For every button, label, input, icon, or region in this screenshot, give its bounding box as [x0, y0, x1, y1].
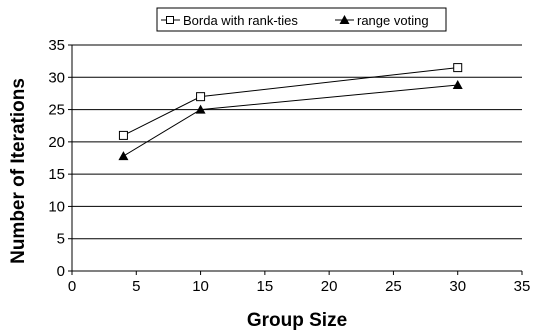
- x-tick-label-35: 35: [514, 278, 531, 295]
- y-tick-label-25: 25: [48, 102, 65, 119]
- legend-box: [156, 7, 447, 32]
- y-tick-label-5: 5: [57, 231, 65, 248]
- point-borda-1: [196, 92, 206, 102]
- x-tick-label-20: 20: [321, 278, 338, 295]
- point-range-2: [452, 80, 463, 90]
- legend-marker-range: [339, 15, 350, 24]
- y-tick-label-0: 0: [57, 263, 65, 280]
- x-tick-label-30: 30: [449, 278, 466, 295]
- x-tick-label-0: 0: [68, 278, 76, 295]
- grid-lines: [72, 44, 522, 240]
- x-tick-label-15: 15: [257, 278, 274, 295]
- series-line-range: [123, 84, 458, 157]
- legend: Borda with rank-ties range voting: [156, 7, 447, 32]
- tick-labels: 0 5 10 15 20 25 30 35 0 5 10 15 20 25 30 35: [48, 37, 530, 295]
- x-axis-title: Group Size: [247, 310, 347, 331]
- y-tick-label-30: 30: [48, 69, 65, 86]
- point-borda-2: [453, 63, 463, 73]
- y-tick-label-10: 10: [48, 198, 65, 215]
- legend-marker-borda: [166, 16, 174, 24]
- series-markers: [118, 63, 463, 161]
- axes: [68, 44, 523, 275]
- x-tick-label-5: 5: [132, 278, 140, 295]
- y-tick-label-20: 20: [48, 134, 65, 151]
- y-axis-title: Number of Iterations: [8, 78, 29, 264]
- y-tick-label-15: 15: [48, 166, 65, 183]
- legend-label-borda: Borda with rank-ties: [183, 13, 298, 28]
- series-lines: [123, 67, 458, 157]
- legend-label-range: range voting: [357, 13, 429, 28]
- point-range-0: [118, 151, 129, 161]
- x-tick-label-25: 25: [385, 278, 402, 295]
- point-borda-0: [118, 130, 128, 140]
- y-tick-label-35: 35: [48, 37, 65, 54]
- x-tick-label-10: 10: [192, 278, 209, 295]
- point-range-1: [195, 104, 206, 114]
